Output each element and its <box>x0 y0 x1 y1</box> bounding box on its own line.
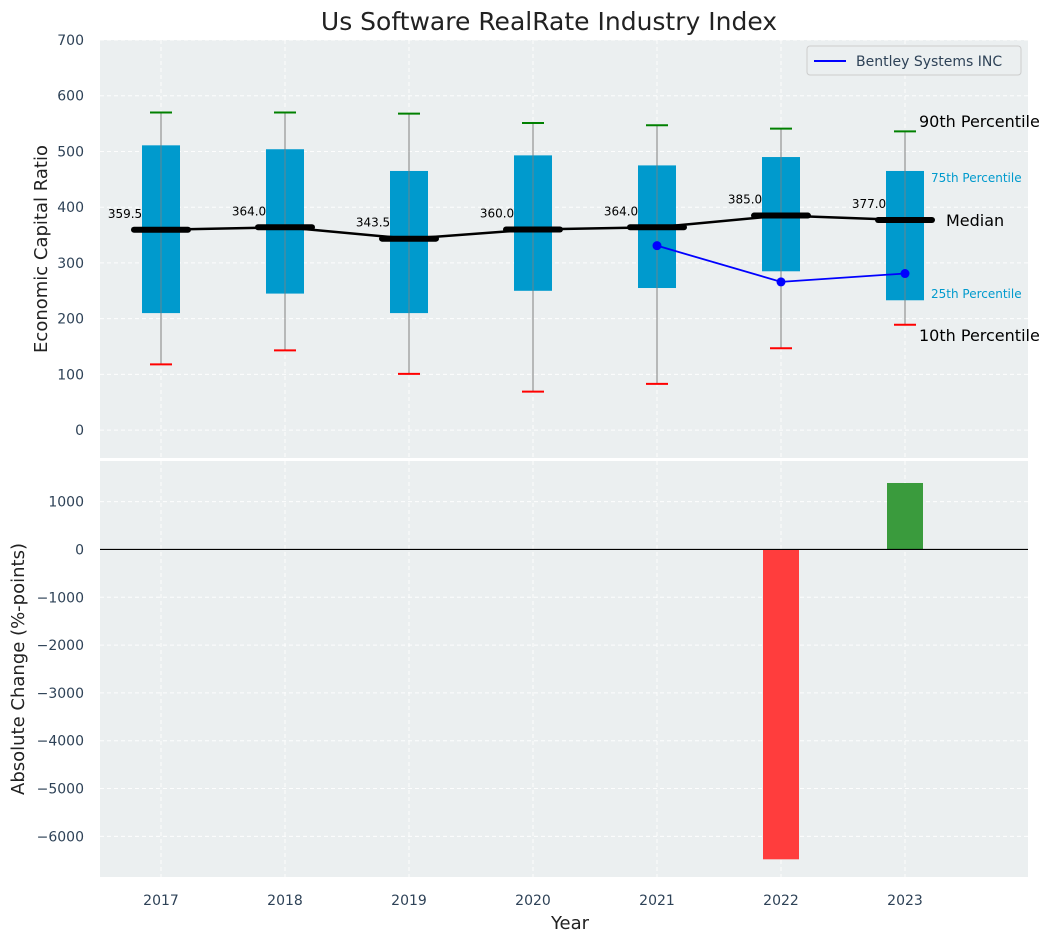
top-y-tick-label: 500 <box>57 144 84 160</box>
top-y-tick-label: 700 <box>57 33 84 49</box>
legend-box <box>806 45 1022 76</box>
box-2020 <box>514 122 552 393</box>
bottom-y-tick-label: −6000 <box>37 829 84 845</box>
top-y-axis-label: Economic Capital Ratio <box>31 145 52 353</box>
bottom-y-tick-label: −1000 <box>37 590 84 606</box>
top-y-tick-labels: 0 100 200 300 400 500 600 700 <box>57 33 84 439</box>
top-y-tick-label: 0 <box>75 423 84 439</box>
median-trend: 359.5 364.0 343.5 360.0 364.0 385.0 377.0 <box>108 193 935 242</box>
annotation-median: Median <box>946 211 1004 230</box>
change-bar-2022 <box>763 549 799 860</box>
x-tick-label: 2020 <box>515 893 551 909</box>
bottom-y-tick-labels: −6000 −5000 −4000 −3000 −2000 −1000 0 1000 <box>37 495 84 846</box>
x-tick-label: 2019 <box>391 893 427 909</box>
median-label: 364.0 <box>232 204 266 218</box>
median-label: 343.5 <box>356 216 390 230</box>
x-tick-label: 2018 <box>267 893 303 909</box>
bottom-y-tick-label: −4000 <box>37 734 84 750</box>
legend: Bentley Systems INC <box>806 45 1022 76</box>
x-tick-label: 2022 <box>763 893 799 909</box>
top-plot-area <box>100 40 1028 458</box>
annotation-90th: 90th Percentile <box>919 112 1040 131</box>
top-y-tick-label: 400 <box>57 200 84 216</box>
top-y-tick-label: 300 <box>57 256 84 272</box>
box-2023 <box>886 130 924 326</box>
company-point <box>652 241 662 251</box>
top-y-tick-label: 600 <box>57 89 84 105</box>
median-label: 364.0 <box>604 204 638 218</box>
x-tick-labels: 2017 2018 2019 2020 2021 2022 2023 <box>143 893 923 909</box>
bottom-y-axis-label: Absolute Change (%-points) <box>8 543 29 795</box>
top-gridlines <box>100 39 1028 458</box>
x-tick-label: 2021 <box>639 893 675 909</box>
legend-label: Bentley Systems INC <box>856 54 1002 70</box>
bottom-y-tick-label: 1000 <box>48 495 84 511</box>
bottom-y-tick-label: −5000 <box>37 782 84 798</box>
box-2019 <box>390 112 428 375</box>
x-tick-label: 2017 <box>143 893 179 909</box>
median-label: 359.5 <box>108 207 142 221</box>
company-series <box>652 241 910 287</box>
change-bars <box>100 482 1028 860</box>
change-bar-2023 <box>887 482 923 550</box>
percentile-boxes <box>142 111 924 393</box>
bottom-y-tick-label: 0 <box>75 542 84 558</box>
company-point <box>900 269 910 279</box>
median-label: 360.0 <box>480 206 514 220</box>
bottom-plot-area <box>100 461 1028 877</box>
annotation-10th: 10th Percentile <box>919 326 1040 345</box>
company-point <box>776 277 786 287</box>
bottom-y-tick-label: −3000 <box>37 686 84 702</box>
chart-title: Us Software RealRate Industry Index <box>321 7 777 36</box>
median-label: 385.0 <box>728 193 762 207</box>
median-label: 377.0 <box>852 197 886 211</box>
box-2018 <box>266 111 304 352</box>
x-axis-label: Year <box>550 913 590 934</box>
top-y-tick-label: 200 <box>57 312 84 328</box>
bottom-y-tick-label: −2000 <box>37 638 84 654</box>
annotation-75th: 75th Percentile <box>931 171 1022 185</box>
annotation-25th: 25th Percentile <box>931 287 1022 301</box>
top-y-tick-label: 100 <box>57 367 84 383</box>
x-tick-label: 2023 <box>887 893 923 909</box>
